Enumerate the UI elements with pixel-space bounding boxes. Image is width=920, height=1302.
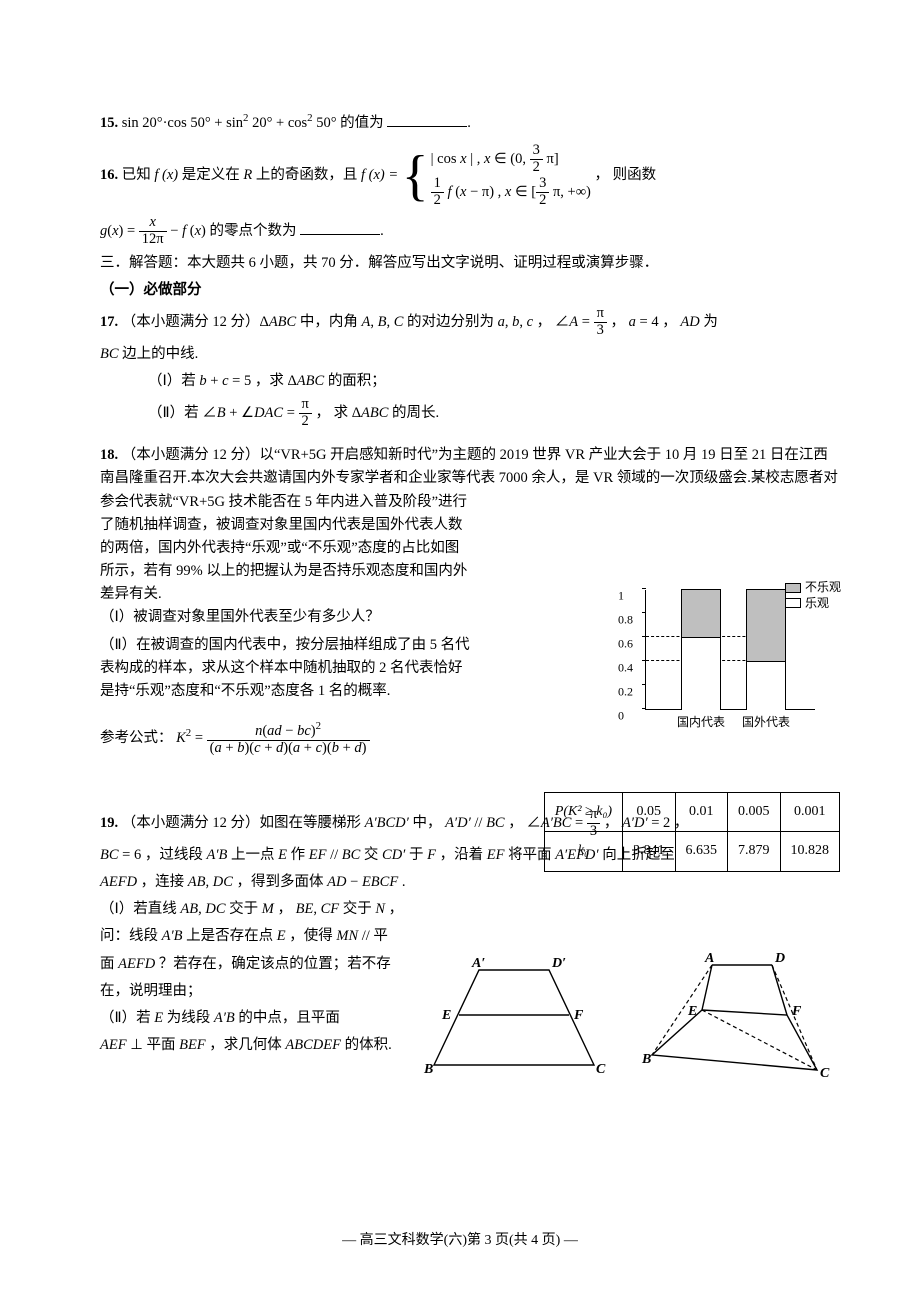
q19-line3: AEFD ，连接 AB, DC ，得到多面体 AD − EBCF . [100, 871, 430, 894]
q19-p1b: AB, DC 交于 M ， BE, CF 交于 N ， [180, 901, 403, 917]
q16-case1: | cos x | , x ∈ (0, 32 π] [431, 143, 591, 176]
q16: 16. 已知 f (x) 是定义在 R 上的奇函数，且 f (x) = { | … [100, 143, 840, 209]
q19-p1d: 面 AEFD ？若存在，确定该点的位置；若不存 [100, 953, 430, 976]
table-cell: 10.828 [780, 832, 840, 871]
q19-label: 19. [100, 815, 118, 831]
page-footer: — 高三文科数学(六)第 3 页(共 4 页) — [0, 1230, 920, 1252]
q18-formula: K2 = n(ad − bc)2(a + b)(c + d)(a + c)(b … [176, 730, 369, 746]
chart-area: 00.20.40.60.81国内代表国外代表 [645, 590, 815, 710]
fig-label: B [641, 1052, 651, 1067]
table-cell: 7.879 [728, 832, 781, 871]
q16-blank [300, 220, 380, 235]
table-row: k₀ 3.841 6.635 7.879 10.828 [544, 832, 839, 871]
fig-label: E [687, 1004, 697, 1019]
brace-icon: { [402, 148, 429, 204]
q16-label: 16. [100, 167, 118, 183]
fig-label: D [774, 951, 785, 966]
trapezoid-left: A′ D′ E F B C [424, 955, 614, 1085]
q19-p1: （Ⅰ）若直线 AB, DC 交于 M ， BE, CF 交于 N ， [100, 898, 430, 921]
q19-p1a: （Ⅰ）若直线 [100, 901, 177, 917]
trapezoid-right: A D E F B C [642, 955, 842, 1090]
q16-R: R [243, 167, 252, 183]
q16-tail: ， 则函数 [595, 167, 657, 183]
q17: 17. （本小题满分 12 分）ΔABC 中，内角 A, B, C 的对边分别为… [100, 306, 840, 339]
fig-label: C [596, 1062, 606, 1077]
q18-label: 18. [100, 447, 118, 463]
fig-label: A′ [471, 956, 485, 971]
table-cell: k₀ [544, 832, 622, 871]
q16-line2: g(x) = x12π − f (x) 的零点个数为 . [100, 215, 840, 248]
table-cell: 0.005 [728, 793, 781, 832]
table-cell: 0.001 [780, 793, 840, 832]
q15-expr: sin 20°·cos 50° + sin2 20° + cos2 50° 的值… [122, 115, 384, 131]
table-cell: 3.841 [623, 832, 676, 871]
q16-case2: 12 f (x − π) , x ∈ [32 π, +∞) [431, 176, 591, 209]
table-cell: P(K² ≥ k₀) [544, 793, 622, 832]
table-cell: 0.05 [623, 793, 676, 832]
q16-mid2: 上的奇函数，且 [256, 167, 358, 183]
q17-head: （本小题满分 12 分）ΔABC 中，内角 A, B, C 的对边分别为 a, … [122, 314, 718, 330]
fig-label: C [820, 1066, 830, 1081]
table-cell: 0.01 [675, 793, 728, 832]
fig-label: D′ [551, 956, 566, 971]
table-cell: 6.635 [675, 832, 728, 871]
q15: 15. sin 20°·cos 50° + sin2 20° + cos2 50… [100, 110, 840, 135]
q19-p2a: （Ⅱ）若 E 为线段 A′B 的中点，且平面 [100, 1007, 430, 1030]
table-row: P(K² ≥ k₀) 0.05 0.01 0.005 0.001 [544, 793, 839, 832]
bar-chart: 不乐观 乐观 00.20.40.60.81国内代表国外代表 [615, 582, 835, 710]
q19-p1c: 问：线段 A′B 上是否存在点 E ，使得 MN // 平 [100, 925, 430, 948]
q15-blank [387, 112, 467, 127]
fig-label: A [704, 951, 714, 966]
q16-mid: 是定义在 [182, 167, 240, 183]
q16-fx2: f (x) = [361, 167, 398, 183]
reference-table: P(K² ≥ k₀) 0.05 0.01 0.005 0.001 k₀ 3.84… [544, 792, 840, 872]
q17-p2: （Ⅱ）若 ∠B + ∠DAC = π2 ， 求 ΔABC 的周长. [148, 397, 840, 430]
q16-gx: g(x) = x12π − f (x) 的零点个数为 [100, 223, 296, 239]
section3-title: 三．解答题：本大题共 6 小题，共 70 分．解答应写出文字说明、证明过程或演算… [100, 252, 840, 275]
fig-label: B [423, 1062, 433, 1077]
page: 15. sin 20°·cos 50° + sin2 20° + cos2 50… [0, 0, 920, 1302]
q19-p2b: AEF ⊥ 平面 BEF ，求几何体 ABCDEF 的体积. [100, 1034, 430, 1057]
q19-p1e: 在，说明理由； [100, 980, 430, 1003]
fig-label: F [573, 1008, 584, 1023]
q17-p1: （Ⅰ）若 b + c = 5 ，求 ΔABC 的面积； [148, 370, 840, 393]
trapezoid-figures: A′ D′ E F B C A D E F B C [424, 955, 842, 1090]
fig-label: F [791, 1004, 802, 1019]
q16-pre: 已知 [122, 167, 151, 183]
section3-sub: （一）必做部分 [100, 279, 840, 302]
q15-label: 15. [100, 115, 118, 131]
q16-fx: f (x) [154, 167, 178, 183]
q18-formula-label: 参考公式： [100, 730, 173, 746]
q17-label: 17. [100, 314, 118, 330]
q16-cases: { | cos x | , x ∈ (0, 32 π] 12 f (x − π)… [402, 143, 591, 209]
q17-line2: BC 边上的中线. [100, 343, 840, 366]
q18-formula-row: 参考公式： K2 = n(ad − bc)2(a + b)(c + d)(a +… [100, 721, 840, 757]
fig-label: E [441, 1008, 451, 1023]
